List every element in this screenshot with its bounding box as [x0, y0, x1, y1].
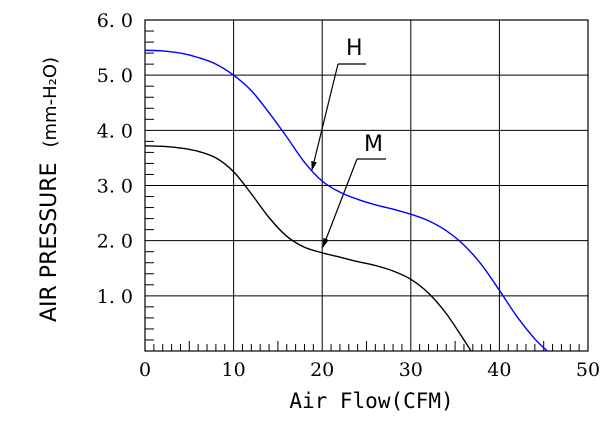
series-line-m: [144, 145, 472, 352]
y-tick-label: 2. 0: [97, 231, 133, 253]
series-annotations: HM: [311, 36, 386, 248]
series-label-m: M: [364, 132, 383, 157]
plot-frame: [144, 19, 589, 352]
x-axis-title: Air Flow(CFM): [289, 389, 453, 413]
x-tick-label: 30: [399, 359, 423, 381]
minor-ticks: [145, 30, 580, 351]
y-tick-label: 4. 0: [97, 120, 133, 142]
series-line-h: [144, 49, 548, 352]
y-axis-title: AIR PRESSURE (mm-H₂O): [37, 57, 62, 322]
y-tick-label: 1. 0: [97, 286, 133, 308]
y-axis-title-unit: (mm-H₂O): [40, 57, 61, 148]
x-tick-label: 50: [576, 359, 600, 381]
x-tick-label: 40: [487, 359, 511, 381]
y-axis-title-main: AIR PRESSURE: [37, 163, 62, 323]
y-tick-label: 3. 0: [97, 176, 133, 198]
x-tick-labels: 0 10 20 30 40 50: [139, 359, 600, 381]
series-label-h: H: [346, 36, 363, 61]
x-tick-label: 0: [139, 359, 151, 381]
label-leader-arrow: [311, 63, 339, 171]
series-lines: [144, 49, 548, 352]
x-tick-label: 10: [222, 359, 246, 381]
label-leader-arrow: [322, 158, 358, 248]
x-tick-label: 20: [310, 359, 334, 381]
grid-lines: [145, 20, 588, 351]
y-tick-label: 6. 0: [97, 10, 133, 32]
y-tick-labels: 1. 0 2. 0 3. 0 4. 0 5. 0 6. 0: [97, 10, 133, 308]
y-tick-label: 5. 0: [97, 65, 133, 87]
